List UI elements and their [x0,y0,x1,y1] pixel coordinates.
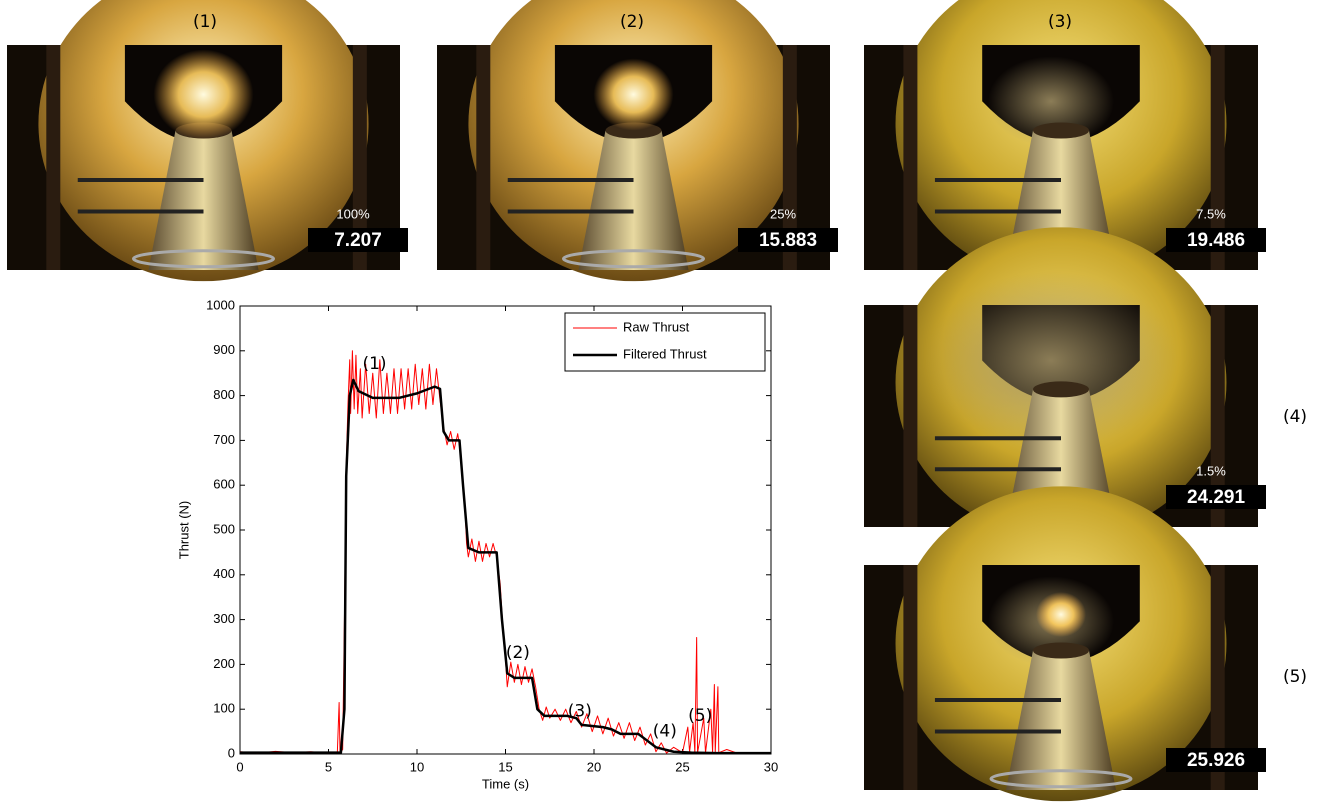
frame-post [903,45,917,270]
y-tick-label: 500 [213,521,235,536]
time-stamp: 25.926 [1187,750,1245,771]
flame [1036,592,1086,637]
frame-post [353,45,367,270]
panel-label: (2) [620,12,644,32]
hose-clamp [564,251,704,267]
time-box [308,228,408,252]
y-tick-label: 400 [213,566,235,581]
y-tick-label: 800 [213,387,235,402]
legend-label: Raw Thrust [623,319,690,334]
photo [7,0,400,281]
y-axis-label: Thrust (N) [176,501,191,560]
frame-post [783,45,797,270]
annotation: (3) [568,701,592,721]
x-tick-label: 25 [675,759,689,774]
panel-label: (1) [193,12,217,32]
annotation: (1) [362,354,386,374]
x-tick-label: 20 [587,759,601,774]
y-tick-label: 600 [213,477,235,492]
legend-box [564,312,766,372]
y-tick-label: 0 [228,745,235,760]
x-tick-label: 10 [410,759,424,774]
annotation: (5) [688,706,712,726]
y-tick-label: 1000 [206,297,235,312]
panel-label: (5) [1283,667,1307,687]
throttle-percent: 7.5% [1196,206,1226,221]
x-axis-label: Time (s) [482,776,529,791]
nozzle-exit [1033,123,1089,139]
hose-clamp [134,251,274,267]
time-box [1166,485,1266,509]
nozzle [1006,651,1116,791]
flame [594,59,674,131]
y-tick-label: 200 [213,656,235,671]
throttle-percent: 100% [336,206,370,221]
panel-label: (3) [1048,12,1072,32]
time-stamp: 19.486 [1187,230,1245,251]
y-tick-label: 900 [213,342,235,357]
y-tick-label: 100 [213,701,235,716]
smoke [925,272,1177,450]
x-tick-label: 15 [498,759,512,774]
panel-label: (4) [1283,407,1307,427]
plot-area [239,305,772,755]
time-stamp: 15.883 [759,230,817,251]
frame-post [46,45,60,270]
flame [154,50,254,140]
frame-post [1211,305,1225,527]
legend-label: Filtered Thrust [623,346,707,361]
time-box [1166,228,1266,252]
x-tick-label: 0 [236,759,243,774]
time-stamp: 7.207 [334,230,382,251]
nozzle-exit [1033,381,1089,397]
frame-post [903,305,917,527]
throttle-percent: 1.5% [1196,463,1226,478]
hose-clamp [991,771,1131,787]
annotation: (4) [653,722,677,742]
filtered-line [240,378,771,755]
nozzle [149,131,259,271]
frame-post [476,45,490,270]
time-box [738,228,838,252]
nozzle [579,131,689,271]
y-tick-label: 300 [213,611,235,626]
frame-post [903,565,917,790]
x-tick-label: 5 [325,759,332,774]
frame-post [1211,565,1225,790]
time-box [1166,748,1266,772]
x-tick-label: 30 [764,759,778,774]
y-tick-label: 700 [213,432,235,447]
smoke [988,56,1114,146]
time-stamp: 24.291 [1187,487,1246,508]
photo [437,0,830,281]
nozzle-exit [1033,643,1089,659]
frame-post [1211,45,1225,270]
throttle-percent: 25% [770,206,796,221]
annotation: (2) [506,643,530,663]
